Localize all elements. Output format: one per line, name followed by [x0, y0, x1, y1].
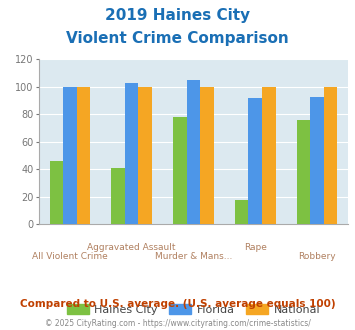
Text: Compared to U.S. average. (U.S. average equals 100): Compared to U.S. average. (U.S. average …: [20, 299, 335, 309]
Text: Murder & Mans...: Murder & Mans...: [155, 252, 232, 261]
Text: Violent Crime Comparison: Violent Crime Comparison: [66, 31, 289, 46]
Bar: [50, 161, 63, 224]
Bar: [77, 87, 90, 224]
Text: All Violent Crime: All Violent Crime: [32, 252, 108, 261]
Legend: Haines City, Florida, National: Haines City, Florida, National: [62, 299, 325, 319]
Bar: [173, 117, 187, 224]
Text: © 2025 CityRating.com - https://www.cityrating.com/crime-statistics/: © 2025 CityRating.com - https://www.city…: [45, 319, 310, 328]
Bar: [187, 80, 200, 224]
Text: Aggravated Assault: Aggravated Assault: [87, 243, 176, 251]
Text: Robbery: Robbery: [298, 252, 336, 261]
Bar: [297, 120, 310, 224]
Text: Rape: Rape: [244, 243, 267, 251]
Bar: [200, 87, 214, 224]
Bar: [248, 98, 262, 224]
Bar: [310, 96, 324, 224]
Bar: [324, 87, 337, 224]
Bar: [138, 87, 152, 224]
Bar: [63, 87, 77, 224]
Bar: [262, 87, 275, 224]
Text: 2019 Haines City: 2019 Haines City: [105, 8, 250, 23]
Bar: [111, 168, 125, 224]
Bar: [235, 200, 248, 224]
Bar: [125, 83, 138, 224]
